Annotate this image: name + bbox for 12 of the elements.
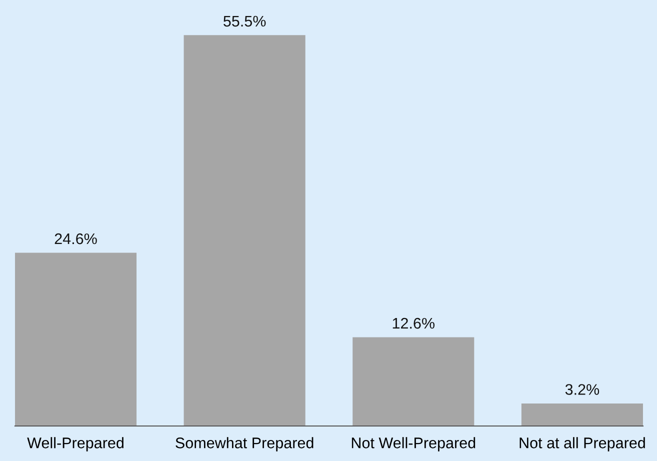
bar <box>14 252 137 426</box>
x-tick-label: Somewhat Prepared <box>176 437 314 452</box>
data-label: 24.6% <box>54 233 97 244</box>
x-tick-label: Well-Prepared <box>27 437 124 452</box>
data-label: 12.6% <box>392 318 435 329</box>
x-tick-label: Not at all Prepared <box>520 437 645 452</box>
data-label: 55.5% <box>224 16 266 27</box>
data-label: 3.2% <box>565 384 600 395</box>
bar <box>352 337 474 426</box>
bar <box>521 403 643 426</box>
x-tick-label: Not Well-Prepared <box>352 437 476 452</box>
bar <box>184 35 306 426</box>
